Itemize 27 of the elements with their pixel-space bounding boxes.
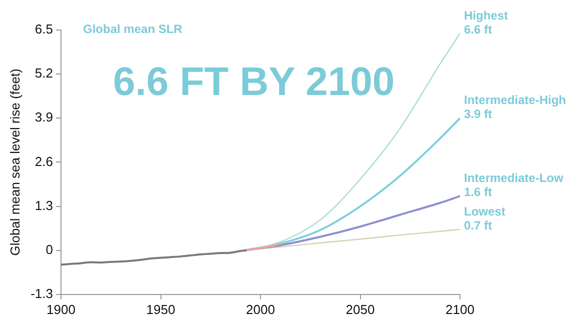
series-label: Highest (464, 8, 508, 22)
x-tick-label: 1900 (46, 302, 76, 317)
y-tick-label: 3.9 (34, 110, 53, 125)
line-series (246, 242, 282, 252)
y-tick-label: 5.2 (34, 66, 53, 81)
x-tick-label: 2100 (446, 302, 474, 317)
line-series (244, 32, 460, 251)
y-tick-label: 0 (46, 242, 53, 257)
y-axis-title: Global mean sea level rise (feet) (7, 68, 22, 256)
series-label: Intermediate-High (464, 93, 566, 108)
text: 1.6 ft (464, 185, 492, 200)
line-series (61, 249, 248, 266)
chart-title: Global mean SLR (83, 22, 183, 36)
series-label: Lowest (464, 204, 506, 218)
text: 6.6 ft (464, 22, 492, 36)
y-tick-label: 2.6 (34, 154, 53, 169)
text: 0.7 ft (464, 218, 492, 232)
series-label: Intermediate-Low (464, 171, 564, 186)
y-tick-label: 1.3 (34, 198, 53, 213)
text: 6.6 FT BY 2100 (113, 60, 395, 104)
line-series (244, 117, 460, 252)
y-tick-label: 6.5 (34, 22, 53, 37)
x-tick-label: 2050 (346, 302, 375, 317)
y-tick-label: -1.3 (30, 286, 53, 301)
x-tick-label: 1950 (146, 302, 176, 317)
x-tick-label: 2000 (246, 302, 275, 317)
text: 3.9 ft (464, 107, 492, 122)
